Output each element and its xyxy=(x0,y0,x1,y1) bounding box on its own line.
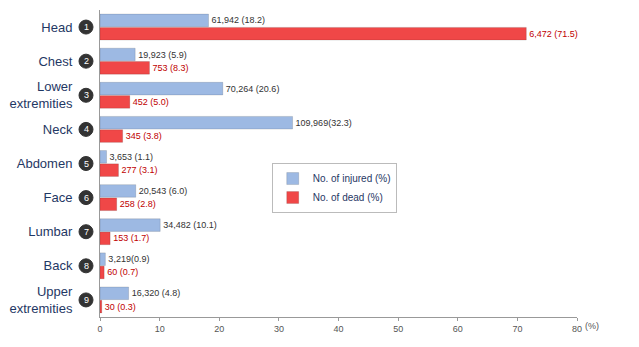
svg-text:0: 0 xyxy=(97,324,102,334)
svg-text:6: 6 xyxy=(84,193,89,203)
svg-text:8: 8 xyxy=(84,261,89,271)
svg-text:258 (2.8): 258 (2.8) xyxy=(120,199,156,209)
svg-text:10: 10 xyxy=(155,324,165,334)
svg-text:Neck: Neck xyxy=(43,122,73,137)
svg-text:3,653 (1.1): 3,653 (1.1) xyxy=(110,152,154,162)
svg-text:Lowerextremities: Lowerextremities xyxy=(10,79,74,111)
svg-text:7: 7 xyxy=(84,227,89,237)
svg-text:Back: Back xyxy=(43,258,72,273)
svg-text:Chest: Chest xyxy=(38,54,72,69)
svg-text:34,482 (10.1): 34,482 (10.1) xyxy=(163,220,217,230)
svg-text:30: 30 xyxy=(274,324,284,334)
svg-text:20,543 (6.0): 20,543 (6.0) xyxy=(139,186,188,196)
svg-text:1: 1 xyxy=(84,22,89,32)
svg-text:3,219(0.9): 3,219(0.9) xyxy=(108,254,149,264)
svg-text:80: 80 xyxy=(572,324,582,334)
svg-text:16,320 (4.8): 16,320 (4.8) xyxy=(132,288,181,298)
svg-text:20: 20 xyxy=(214,324,224,334)
svg-text:109,969(32.3): 109,969(32.3) xyxy=(296,118,352,128)
svg-text:61,942 (18.2): 61,942 (18.2) xyxy=(212,15,266,25)
svg-text:Head: Head xyxy=(41,20,72,35)
svg-text:2: 2 xyxy=(84,56,89,66)
svg-text:4: 4 xyxy=(84,124,89,134)
svg-text:452 (5.0): 452 (5.0) xyxy=(133,97,169,107)
svg-text:70: 70 xyxy=(512,324,522,334)
svg-text:(%): (%) xyxy=(585,321,599,331)
svg-text:40: 40 xyxy=(333,324,343,334)
svg-text:50: 50 xyxy=(393,324,403,334)
svg-text:153 (1.7): 153 (1.7) xyxy=(113,233,149,243)
svg-text:9: 9 xyxy=(84,295,89,305)
svg-text:Lumbar: Lumbar xyxy=(28,224,73,239)
svg-text:Face: Face xyxy=(43,190,72,205)
svg-text:277 (3.1): 277 (3.1) xyxy=(121,165,157,175)
svg-text:60: 60 xyxy=(453,324,463,334)
svg-text:3: 3 xyxy=(84,90,89,100)
svg-text:753 (8.3): 753 (8.3) xyxy=(152,63,188,73)
svg-text:345 (3.8): 345 (3.8) xyxy=(126,131,162,141)
svg-text:No. of injured (%): No. of injured (%) xyxy=(313,173,391,184)
svg-text:Abdomen: Abdomen xyxy=(17,156,73,171)
svg-text:No. of dead (%): No. of dead (%) xyxy=(313,192,383,203)
svg-text:60 (0.7): 60 (0.7) xyxy=(107,267,138,277)
svg-text:19,923 (5.9): 19,923 (5.9) xyxy=(138,50,187,60)
svg-text:70,264 (20.6): 70,264 (20.6) xyxy=(226,84,280,94)
svg-text:Upperextremities: Upperextremities xyxy=(10,284,74,316)
svg-text:6,472 (71.5): 6,472 (71.5) xyxy=(529,29,578,39)
svg-text:30 (0.3): 30 (0.3) xyxy=(105,302,136,312)
svg-text:5: 5 xyxy=(84,159,89,169)
